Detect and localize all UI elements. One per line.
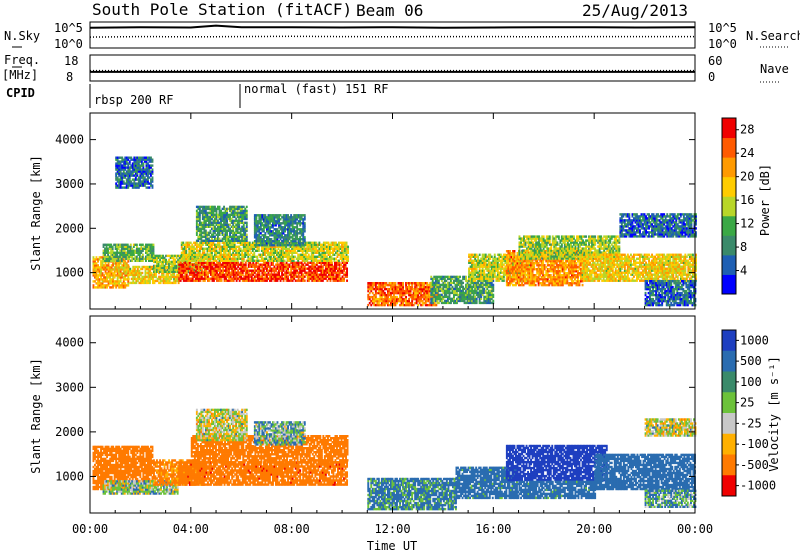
- freq-tick-top: 18: [64, 54, 78, 68]
- freq-tick-bottom: 8: [66, 70, 73, 84]
- power-cells-cell: [284, 260, 286, 262]
- power-cells-cell: [395, 282, 397, 284]
- noise-series-group: [90, 26, 695, 37]
- freq-panel-frame: [90, 55, 695, 81]
- freq-label: Freq.: [4, 53, 40, 67]
- nave-tick-bottom: 0: [708, 70, 715, 84]
- power-cells-cell: [462, 282, 464, 284]
- power-cells-cell: [141, 272, 143, 274]
- power-cells-cell: [405, 296, 407, 298]
- cpid-segment-1: rbsp 200 RF: [94, 93, 173, 107]
- nsearch-label: N.Search: [746, 29, 800, 43]
- power-cells-cell: [128, 278, 130, 280]
- power-cells-cell: [347, 246, 349, 248]
- nsky-label: N.Sky: [4, 29, 40, 43]
- date-label: 25/Aug/2013: [582, 1, 688, 20]
- cpid-segment-2: normal (fast) 151 RF: [244, 82, 389, 96]
- power-cells-cell: [142, 254, 144, 256]
- nave-label: Nave: [760, 62, 789, 76]
- power-cells-cell: [246, 206, 248, 208]
- power-heatmap: [93, 157, 697, 307]
- power-cells-cell: [304, 280, 306, 282]
- power-cells-cell: [346, 268, 348, 270]
- power-cells-cell: [246, 234, 248, 236]
- power-cells-cell: [246, 222, 248, 224]
- power-cells-cell: [304, 244, 306, 246]
- cpid-label: CPID: [6, 86, 35, 100]
- freq-series-group: [90, 71, 695, 72]
- power-cells-cell: [347, 256, 349, 258]
- power-cells-cell: [346, 280, 348, 282]
- noise-left-tick-top: 10^5: [54, 21, 83, 35]
- beam-label: Beam 06: [356, 1, 423, 20]
- power-cells-cell: [402, 282, 404, 284]
- noise-right-tick-top: 10^5: [708, 21, 737, 35]
- power-cells-cell: [152, 159, 154, 161]
- noise-left-tick-bottom: 10^0: [54, 37, 83, 51]
- nave-tick-top: 60: [708, 54, 722, 68]
- power-cells-cell: [459, 276, 461, 278]
- power-cells-cell: [152, 168, 154, 170]
- power-cells-cell: [136, 244, 138, 246]
- power-cells-cell: [304, 222, 306, 224]
- power-cells-cell: [152, 164, 154, 166]
- noise-right-tick-bottom: 10^0: [708, 37, 737, 51]
- noise-panel-frame: [90, 22, 695, 48]
- power-cells-cell: [246, 210, 248, 212]
- power-cells-cell: [465, 276, 467, 278]
- power-cells-cell: [152, 184, 154, 186]
- power-cells-cell: [130, 244, 132, 246]
- power-cells-cell: [435, 304, 437, 306]
- noise-series-nsky: [90, 26, 695, 28]
- power-cells-cell: [152, 176, 154, 178]
- power-cells-cell: [346, 242, 348, 244]
- power-cells-cell: [219, 206, 221, 208]
- power-cells-cell: [153, 244, 155, 246]
- noise-series-nsearch: [90, 36, 695, 37]
- power-cells-cell: [304, 214, 306, 216]
- freq-unit-label: [MHz]: [2, 68, 38, 82]
- power-cells-cell: [304, 236, 306, 238]
- station-title: South Pole Station (fitACF): [92, 0, 352, 19]
